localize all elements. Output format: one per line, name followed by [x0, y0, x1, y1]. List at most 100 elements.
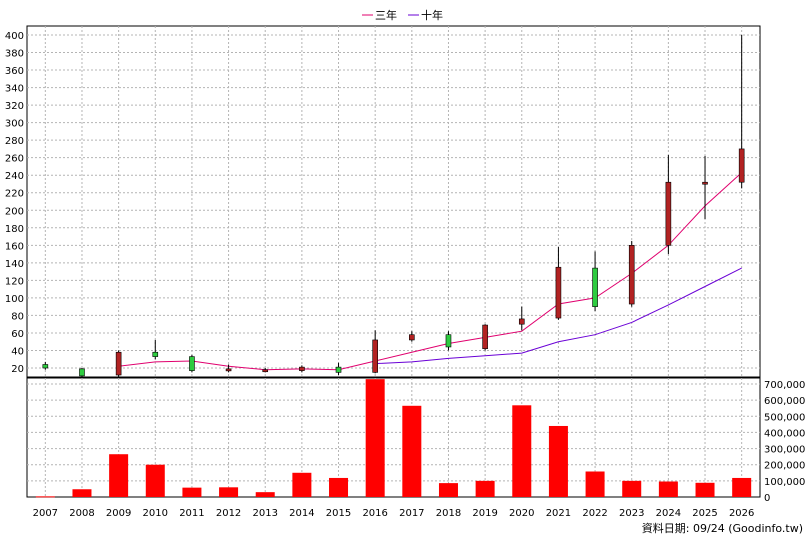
x-tick-label: 2024 [656, 508, 681, 519]
x-axis: 2007 2008 2009 2010 2011 2012 2013 2014 2015 2016… [33, 508, 755, 519]
x-tick-label: 2016 [362, 508, 387, 519]
volume-bar [732, 477, 752, 497]
x-tick-label: 2025 [692, 508, 717, 519]
legend: 三年 十年 [362, 8, 443, 22]
candle-body [335, 366, 342, 373]
volume-tick-label: 100,000 [764, 477, 805, 488]
price-tick-label: 120 [5, 276, 24, 287]
price-tick-label: 240 [5, 171, 24, 182]
volume-bar [109, 454, 129, 497]
price-tick-label: 140 [5, 259, 24, 270]
volume-tick-label: 300,000 [764, 445, 805, 456]
price-tick-label: 200 [5, 206, 24, 217]
x-tick-label: 2019 [472, 508, 497, 519]
volume-bar [255, 492, 275, 497]
candle-body [372, 339, 378, 373]
volume-bar [475, 480, 495, 497]
volume-bar [145, 464, 165, 497]
x-tick-label: 2010 [143, 508, 168, 519]
ma10-line [375, 267, 742, 365]
volume-bar [72, 489, 92, 497]
volume-bar [329, 477, 349, 497]
ma3-line [118, 172, 743, 371]
volume-tick-label: 500,000 [764, 412, 805, 423]
candle-body [738, 148, 745, 183]
price-tick-label: 100 [5, 294, 24, 305]
x-tick-label: 2023 [619, 508, 644, 519]
x-tick-label: 2020 [509, 508, 534, 519]
candle-body [189, 356, 195, 371]
volume-tick-label: 200,000 [764, 461, 805, 472]
price-tick-label: 80 [11, 311, 24, 322]
candle-body [152, 351, 159, 357]
price-tick-label: 160 [5, 241, 24, 252]
candle-body [518, 318, 525, 325]
x-tick-label: 2011 [179, 508, 204, 519]
x-tick-label: 2014 [289, 508, 314, 519]
volume-bar [219, 487, 239, 497]
price-tick-label: 340 [5, 84, 24, 95]
volume-bar [182, 487, 202, 497]
x-tick-label: 2017 [399, 508, 424, 519]
candle-body [42, 364, 49, 369]
candle-body [409, 334, 415, 341]
x-tick-label: 2026 [729, 508, 754, 519]
candle-body [482, 324, 488, 350]
volume-bar [658, 481, 678, 497]
price-tick-label: 260 [5, 154, 24, 165]
candle-body [79, 368, 85, 377]
price-tick-label: 400 [5, 31, 24, 42]
price-tick-label: 300 [5, 119, 24, 130]
volume-bar [365, 379, 385, 497]
data-date-footer: 資料日期: 09/24 (Goodinfo.tw) [642, 521, 803, 535]
price-tick-label: 280 [5, 136, 24, 147]
x-tick-label: 2022 [582, 508, 607, 519]
legend-label-ma3: 三年 [375, 8, 397, 22]
volume-tick-label: 700,000 [764, 380, 805, 391]
x-tick-label: 2009 [106, 508, 131, 519]
candle-body [628, 245, 635, 305]
price-tick-label: 60 [11, 329, 24, 340]
volume-bar [585, 471, 605, 497]
volume-bar [548, 425, 568, 497]
price-tick-label: 180 [5, 224, 24, 235]
x-tick-label: 2013 [252, 508, 277, 519]
x-tick-label: 2008 [69, 508, 94, 519]
candle-body [555, 266, 562, 319]
candle-body [115, 351, 122, 376]
price-tick-label: 320 [5, 101, 24, 112]
price-panel: 20 40 60 80 100 120 140 160 180 200 220 240 260 280 30… [5, 25, 761, 378]
x-tick-label: 2012 [216, 508, 241, 519]
candle-body [702, 181, 708, 185]
volume-frame [26, 377, 761, 498]
candle-body [225, 368, 232, 372]
x-tick-label: 2021 [546, 508, 571, 519]
volume-bar [402, 405, 422, 497]
price-tick-label: 20 [11, 364, 24, 375]
volume-bar [35, 496, 55, 498]
candle-body [665, 181, 672, 246]
volume-bar [695, 482, 715, 497]
volume-tick-label: 400,000 [764, 428, 805, 439]
candle-body [299, 366, 305, 371]
legend-label-ma10: 十年 [421, 8, 443, 22]
x-tick-label: 2018 [436, 508, 461, 519]
volume-panel: 0 100,000 200,000 300,000 400,000 500,000 600,… [26, 377, 805, 504]
x-tick-label: 2007 [33, 508, 58, 519]
price-tick-label: 380 [5, 49, 24, 60]
price-tick-label: 360 [5, 66, 24, 77]
candle-body [445, 334, 452, 348]
volume-tick-label: 0 [764, 493, 770, 504]
candle-body [262, 369, 269, 373]
volume-bar [512, 405, 532, 497]
price-frame [26, 25, 761, 378]
volume-tick-label: 600,000 [764, 396, 805, 407]
volume-bar [292, 472, 312, 497]
price-tick-label: 220 [5, 189, 24, 200]
volume-bar [622, 480, 642, 497]
volume-bar [438, 483, 458, 497]
x-tick-label: 2015 [326, 508, 351, 519]
price-tick-label: 40 [11, 346, 24, 357]
candle-body [592, 267, 598, 307]
